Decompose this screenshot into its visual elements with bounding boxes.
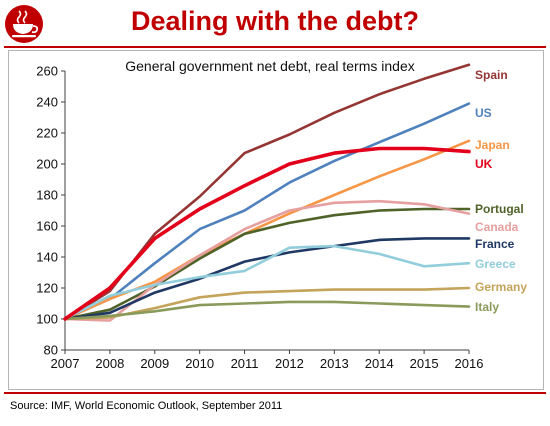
series-label-portugal: Portugal [475, 202, 524, 216]
series-line-uk [63, 146, 471, 321]
series-label-uk: UK [475, 157, 493, 171]
y-tick-label: 200 [36, 157, 58, 172]
x-tick-label: 2008 [95, 356, 124, 371]
series-line-greece [63, 244, 471, 321]
x-tick-label: 2011 [231, 356, 259, 371]
y-tick-label: 160 [36, 219, 58, 234]
series-label-italy: Italy [475, 300, 499, 314]
series-label-greece: Greece [475, 257, 516, 271]
series-line-portugal [63, 207, 471, 321]
teacup-icon [5, 5, 43, 43]
series-label-canada: Canada [475, 220, 519, 234]
y-tick-label: 120 [36, 281, 58, 296]
x-tick-label: 2007 [51, 356, 80, 371]
y-tick-label: 180 [36, 188, 58, 203]
series-label-us: US [475, 106, 492, 120]
chart-title: General government net debt, real terms … [125, 58, 415, 74]
x-tick-label: 2015 [410, 356, 439, 371]
series-label-japan: Japan [475, 138, 510, 152]
x-tick-label: 2012 [275, 356, 304, 371]
series-label-france: France [475, 237, 515, 251]
title-divider [4, 46, 546, 48]
y-tick-label: 240 [36, 95, 58, 110]
x-tick-label: 2014 [365, 356, 394, 371]
series-lines [63, 63, 471, 322]
series-label-spain: Spain [475, 68, 508, 82]
x-tick-label: 2010 [185, 356, 214, 371]
series-line-spain [63, 63, 471, 321]
y-tick-label: 260 [36, 64, 58, 79]
y-tick-label: 80 [44, 343, 58, 358]
source-note: Source: IMF, World Economic Outlook, Sep… [10, 400, 283, 412]
series-line-us [63, 102, 471, 321]
series-line-italy [63, 300, 471, 321]
x-tick-label: 2009 [140, 356, 169, 371]
axes: 80 100 120 140 160 180 200 220 240 260 2007 2008 200… [36, 64, 483, 372]
y-tick-label: 220 [36, 126, 58, 141]
series-labels: Spain US Japan UK Portugal Canada France Greece… [475, 68, 527, 314]
x-tick-label: 2016 [455, 356, 484, 371]
y-tick-label: 140 [36, 250, 58, 265]
source-divider [4, 392, 546, 394]
series-label-germany: Germany [475, 280, 527, 294]
series-line-france [63, 237, 471, 321]
y-tick-label: 100 [36, 312, 58, 327]
page-title: Dealing with the debt? [131, 6, 419, 36]
x-tick-label: 2013 [320, 356, 349, 371]
